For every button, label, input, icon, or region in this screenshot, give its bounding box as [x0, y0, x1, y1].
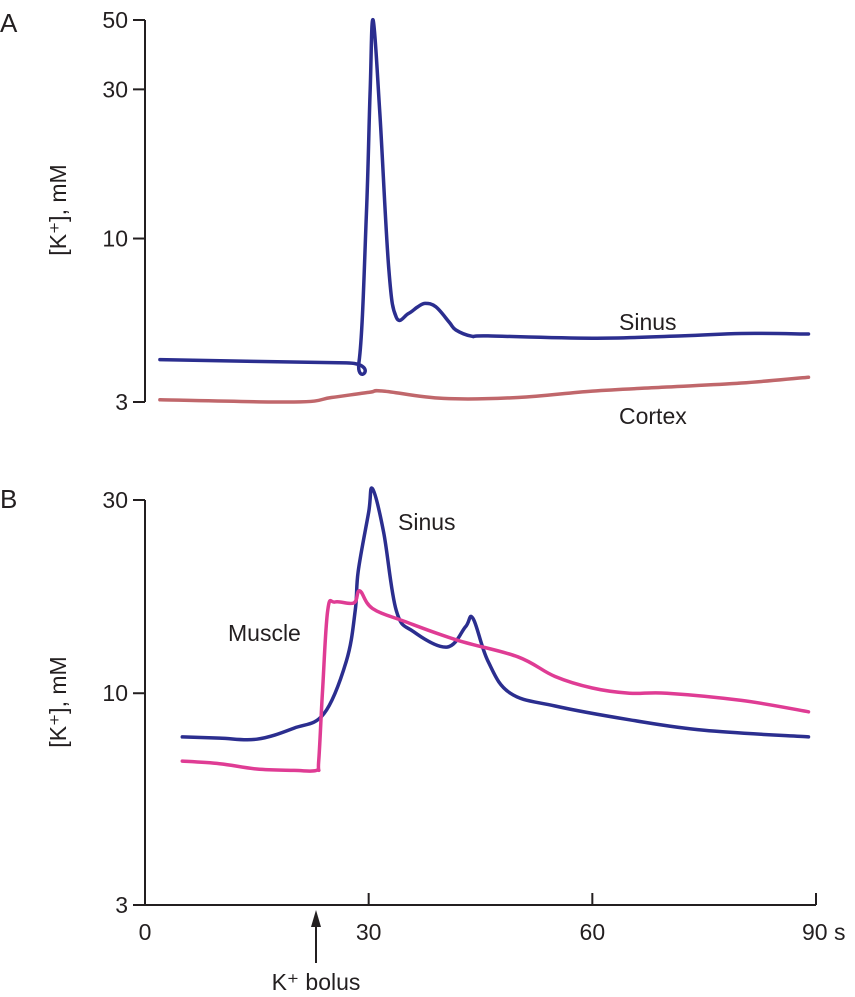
panel-label-b: B — [0, 484, 17, 514]
panel-b-sinus-trace — [180, 486, 811, 742]
panel-a-y-tick-label-10: 10 — [102, 226, 128, 252]
panel-b-x-tick-label-0: 0 — [139, 919, 152, 945]
panel-a: 3 10 30 50 [K⁺], mM Sinus Cortex — [45, 7, 811, 429]
panel-b-x-tick-label-30: 30 — [356, 919, 382, 945]
panel-b: 3 10 30 0 30 60 90 s [K⁺], mM Sinus Muscle K⁺… — [45, 486, 845, 995]
panel-a-y-tick-label-30: 30 — [102, 76, 128, 102]
panel-b-muscle-trace — [180, 589, 811, 773]
panel-b-y-ticks: 3 10 30 — [102, 487, 145, 918]
panel-a-y-ticks: 3 10 30 50 — [102, 7, 145, 415]
panel-label-a: A — [0, 8, 18, 38]
panel-a-sinus-trace — [158, 18, 811, 376]
panel-b-y-tick-label-3: 3 — [115, 892, 128, 918]
panel-a-cortex-label: Cortex — [619, 403, 687, 429]
panel-b-x-ticks: 0 30 60 90 s — [139, 893, 845, 945]
panel-b-y-tick-label-10: 10 — [102, 680, 128, 706]
panel-a-cortex-trace — [158, 375, 811, 404]
panel-b-y-axis-title: [K⁺], mM — [45, 656, 71, 747]
panel-b-y-tick-label-30: 30 — [102, 487, 128, 513]
panel-a-y-tick-label-3: 3 — [115, 389, 128, 415]
panel-b-sinus-label: Sinus — [398, 509, 456, 535]
panel-a-y-tick-label-50: 50 — [102, 7, 128, 33]
panel-a-series — [158, 18, 811, 404]
bolus-annotation: K⁺ bolus — [272, 910, 361, 995]
panel-b-x-tick-label-90: 90 s — [802, 919, 845, 945]
panel-a-sinus-label: Sinus — [619, 309, 677, 335]
panel-b-x-tick-label-60: 60 — [580, 919, 606, 945]
bolus-label: K⁺ bolus — [272, 969, 361, 995]
panel-a-y-axis-title: [K⁺], mM — [45, 164, 71, 255]
bolus-arrow-head — [311, 910, 321, 927]
panel-b-series — [180, 486, 811, 773]
panel-b-muscle-label: Muscle — [228, 620, 301, 646]
